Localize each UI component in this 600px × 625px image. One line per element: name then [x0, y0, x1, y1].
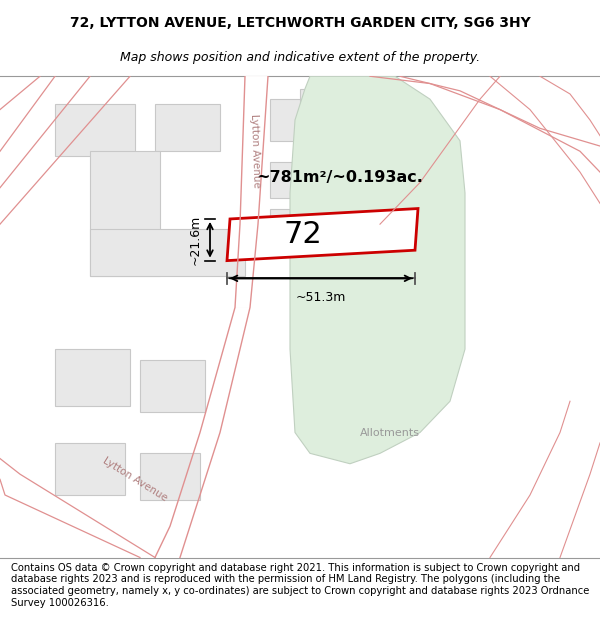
Polygon shape: [235, 76, 268, 308]
Bar: [270, 162, 330, 198]
Bar: [55, 443, 125, 495]
Bar: [90, 229, 245, 276]
Text: 72: 72: [283, 220, 322, 249]
Bar: [90, 151, 160, 276]
Text: Lytton Avenue: Lytton Avenue: [249, 114, 261, 188]
Polygon shape: [290, 76, 465, 464]
Bar: [300, 89, 345, 120]
Bar: [55, 104, 135, 156]
Polygon shape: [155, 308, 258, 558]
Text: ~21.6m: ~21.6m: [189, 214, 202, 265]
Text: Lytton Avenue: Lytton Avenue: [101, 456, 169, 503]
Text: Allotments: Allotments: [360, 428, 420, 438]
Bar: [55, 349, 130, 406]
Polygon shape: [155, 308, 258, 558]
Bar: [155, 104, 220, 151]
Polygon shape: [227, 209, 418, 261]
Text: 72, LYTTON AVENUE, LETCHWORTH GARDEN CITY, SG6 3HY: 72, LYTTON AVENUE, LETCHWORTH GARDEN CIT…: [70, 16, 530, 30]
Polygon shape: [235, 76, 268, 308]
Text: Map shows position and indicative extent of the property.: Map shows position and indicative extent…: [120, 51, 480, 64]
Polygon shape: [235, 76, 268, 308]
Bar: [140, 453, 200, 500]
Text: ~781m²/~0.193ac.: ~781m²/~0.193ac.: [257, 170, 424, 185]
Bar: [270, 209, 330, 250]
Bar: [140, 359, 205, 412]
Text: ~51.3m: ~51.3m: [296, 291, 346, 304]
Text: Contains OS data © Crown copyright and database right 2021. This information is : Contains OS data © Crown copyright and d…: [11, 563, 589, 608]
Bar: [340, 104, 390, 141]
Polygon shape: [0, 459, 155, 558]
Bar: [270, 99, 330, 141]
